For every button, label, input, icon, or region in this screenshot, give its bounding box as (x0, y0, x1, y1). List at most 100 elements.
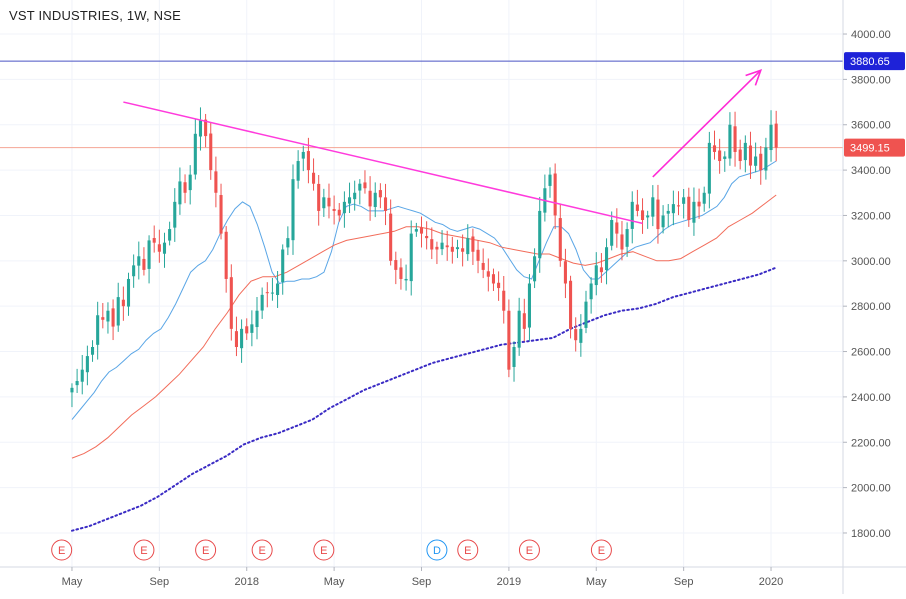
candle[interactable] (461, 234, 465, 267)
candle[interactable] (234, 316, 238, 357)
candle[interactable] (584, 290, 588, 334)
candle[interactable] (219, 183, 223, 240)
candle[interactable] (543, 174, 547, 222)
candle[interactable] (579, 314, 583, 357)
candle[interactable] (260, 287, 264, 319)
candle[interactable] (440, 230, 444, 256)
candle[interactable] (142, 247, 146, 276)
candle[interactable] (445, 230, 449, 261)
candle[interactable] (317, 175, 321, 226)
candle[interactable] (378, 183, 382, 209)
candle[interactable] (111, 299, 115, 341)
candle[interactable] (178, 167, 182, 215)
candle[interactable] (301, 145, 305, 172)
candle[interactable] (394, 251, 398, 285)
candle[interactable] (656, 184, 660, 244)
candle[interactable] (455, 239, 460, 259)
candle[interactable] (486, 258, 490, 292)
candle[interactable] (132, 254, 136, 288)
candle[interactable] (687, 187, 691, 227)
candle[interactable] (255, 296, 259, 340)
candle[interactable] (209, 122, 213, 180)
earnings-marker[interactable]: E (590, 539, 612, 561)
candle[interactable] (497, 271, 501, 301)
candle[interactable] (430, 227, 434, 260)
candle[interactable] (245, 318, 249, 340)
candle[interactable] (589, 277, 593, 314)
candle[interactable] (425, 221, 429, 250)
candle[interactable] (286, 226, 290, 256)
candle[interactable] (414, 222, 418, 237)
candle[interactable] (548, 167, 552, 198)
candle[interactable] (240, 319, 244, 363)
candle[interactable] (697, 188, 701, 219)
candle[interactable] (363, 170, 367, 194)
candle[interactable] (162, 232, 167, 268)
candle[interactable] (214, 156, 218, 208)
candle[interactable] (101, 302, 105, 329)
candle[interactable] (121, 286, 125, 321)
candle[interactable] (481, 248, 485, 279)
candle[interactable] (229, 264, 233, 341)
candle[interactable] (337, 203, 341, 222)
candle[interactable] (594, 252, 598, 296)
candle[interactable] (70, 383, 74, 408)
earnings-marker[interactable]: E (251, 539, 273, 561)
candle[interactable] (599, 253, 603, 283)
candle[interactable] (491, 268, 496, 291)
candle[interactable] (522, 298, 526, 342)
candle[interactable] (332, 195, 336, 225)
candle[interactable] (774, 110, 778, 162)
candle[interactable] (471, 228, 475, 266)
candle[interactable] (347, 182, 352, 214)
earnings-marker[interactable]: E (195, 539, 217, 561)
candle[interactable] (574, 317, 578, 352)
candle[interactable] (204, 113, 208, 148)
time-axis[interactable]: May Sep 2018 May Sep 2019 May Sep 2020 (62, 567, 784, 588)
candle[interactable] (168, 221, 172, 246)
candle[interactable] (615, 208, 619, 248)
earnings-marker[interactable]: E (51, 539, 73, 561)
candle[interactable] (651, 185, 655, 227)
candle[interactable] (517, 297, 521, 356)
candle[interactable] (152, 225, 156, 253)
candle[interactable] (702, 186, 706, 212)
candle[interactable] (224, 226, 228, 293)
candle[interactable] (507, 299, 511, 378)
candle[interactable] (718, 138, 722, 174)
candle[interactable] (743, 135, 747, 173)
candle[interactable] (409, 220, 413, 296)
candle[interactable] (569, 275, 573, 339)
candle[interactable] (106, 302, 110, 334)
candle[interactable] (661, 205, 665, 234)
candle[interactable] (373, 182, 377, 218)
candle[interactable] (563, 248, 567, 299)
candle[interactable] (707, 131, 711, 209)
candle[interactable] (666, 204, 670, 228)
candle[interactable] (558, 203, 562, 267)
candle[interactable] (137, 241, 141, 280)
candle[interactable] (553, 163, 557, 230)
candle[interactable] (620, 221, 624, 261)
candle[interactable] (157, 229, 161, 263)
candle[interactable] (466, 224, 470, 261)
candle[interactable] (671, 190, 675, 226)
candle[interactable] (276, 271, 280, 308)
earnings-marker[interactable]: E (518, 539, 540, 561)
candle[interactable] (85, 345, 89, 386)
candle[interactable] (270, 277, 274, 301)
candle[interactable] (173, 188, 177, 242)
candle[interactable] (358, 179, 362, 205)
candle[interactable] (116, 282, 120, 332)
candle[interactable] (419, 216, 424, 248)
candle[interactable] (450, 236, 454, 264)
candle[interactable] (281, 244, 285, 295)
candle[interactable] (630, 191, 634, 244)
candle[interactable] (733, 111, 737, 167)
candle[interactable] (96, 301, 100, 360)
candle[interactable] (296, 150, 300, 189)
candle[interactable] (738, 139, 742, 170)
